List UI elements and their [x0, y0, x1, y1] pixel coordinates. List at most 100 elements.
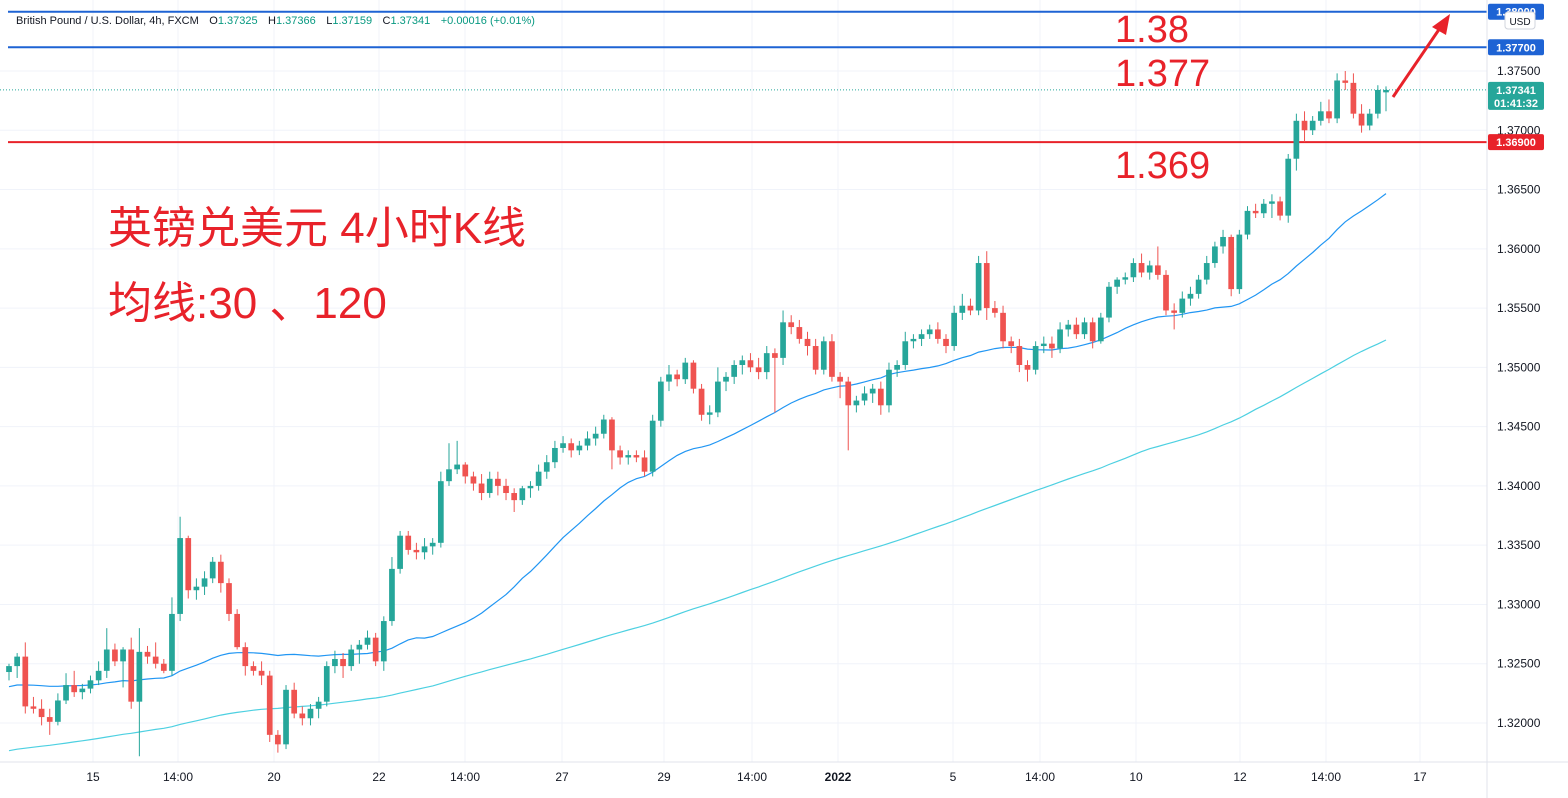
candle	[1212, 241, 1218, 268]
candle	[226, 578, 232, 622]
candle	[495, 471, 501, 496]
candle	[625, 450, 632, 465]
candle	[30, 696, 37, 714]
y-tick-label: 1.36000	[1497, 242, 1541, 256]
candle	[690, 360, 697, 394]
annotations: 1.38 1.377 1.369 英镑兑美元 4小时K线 均线:30 、120	[108, 9, 1450, 328]
candle	[299, 706, 306, 726]
candle	[869, 383, 876, 403]
x-tick-label: 10	[1129, 770, 1143, 784]
annotation-level-low: 1.369	[1115, 145, 1210, 187]
candle	[1138, 253, 1145, 278]
candle	[1220, 229, 1226, 254]
candle	[739, 355, 746, 375]
candle	[429, 538, 436, 555]
horizontal-levels[interactable]	[0, 10, 1487, 144]
candle	[706, 405, 713, 425]
candle	[992, 300, 998, 318]
candle	[356, 640, 363, 664]
annotation-level-mid: 1.377	[1115, 53, 1210, 95]
currency-badge[interactable]: USD	[1504, 11, 1536, 30]
candle	[486, 471, 493, 498]
last-price-tag	[1488, 81, 1544, 110]
annotation-subtitle: 均线:30 、120	[108, 279, 387, 328]
candle	[291, 682, 298, 719]
legend-low-label: L	[326, 15, 332, 27]
candle	[576, 440, 583, 456]
candle	[421, 538, 428, 560]
candle	[1081, 317, 1088, 339]
x-tick-label: 2022	[825, 770, 852, 784]
candle	[1366, 108, 1373, 131]
candle	[698, 383, 705, 421]
candle	[95, 661, 102, 686]
candle	[462, 462, 469, 484]
candle	[796, 319, 803, 344]
candle	[894, 360, 900, 377]
candle	[136, 628, 143, 757]
candle	[1317, 101, 1324, 126]
candle	[1171, 303, 1178, 330]
annotation-title: 英镑兑美元 4小时K线	[108, 204, 526, 253]
candle	[1269, 194, 1275, 218]
candle	[470, 471, 477, 491]
ohlc-legend: British Pound / U.S. Dollar, 4h, FXCM O1…	[16, 15, 535, 27]
candle	[1203, 255, 1210, 285]
level-tag	[1488, 39, 1544, 56]
candlesticks	[6, 71, 1389, 757]
candle	[266, 670, 273, 742]
time-axis[interactable]: 15 14:00 20 22 14:00 27 29 14:00 2022 5 14:00 10 12 1…	[86, 770, 1427, 784]
candle	[1114, 277, 1120, 294]
candle	[788, 315, 795, 335]
candle	[169, 597, 175, 676]
candle	[1146, 260, 1153, 280]
x-tick-label: 14:00	[450, 770, 480, 784]
candle	[902, 331, 909, 370]
candle	[446, 443, 452, 486]
candle	[682, 357, 689, 384]
candle	[1008, 336, 1015, 354]
y-tick-label: 1.32000	[1497, 716, 1541, 730]
candle	[283, 685, 289, 750]
candle	[560, 436, 566, 453]
x-tick-label: 12	[1233, 770, 1247, 784]
candle	[845, 376, 852, 451]
price-axis[interactable]: 1.32000 1.32500 1.33000 1.33500 1.34000 1.345…	[1497, 64, 1541, 730]
candle	[1326, 99, 1332, 124]
candle	[1236, 229, 1243, 294]
candle	[1358, 104, 1365, 133]
candle	[1040, 336, 1047, 354]
candle	[234, 609, 240, 650]
candle	[217, 554, 224, 593]
candle	[755, 357, 762, 380]
chart-grid	[0, 0, 1487, 762]
level-tag-label: 1.37700	[1496, 42, 1536, 54]
annotation-level-high: 1.38	[1115, 9, 1189, 51]
candle	[112, 643, 118, 667]
x-tick-label: 15	[86, 770, 100, 784]
x-tick-label: 22	[372, 770, 386, 784]
candle	[1309, 116, 1316, 136]
candle	[552, 440, 558, 469]
candle	[861, 386, 868, 406]
candle	[910, 334, 917, 349]
candle	[1244, 206, 1251, 240]
x-tick-label: 14:00	[1025, 770, 1055, 784]
candle	[1375, 85, 1381, 119]
candle	[829, 334, 835, 382]
candle	[1073, 317, 1080, 339]
candle	[437, 471, 444, 548]
candle	[1016, 338, 1023, 373]
candle	[87, 675, 94, 694]
candle	[332, 650, 338, 674]
x-tick-label: 20	[267, 770, 281, 784]
candle	[723, 372, 729, 392]
y-tick-label: 1.35000	[1497, 360, 1541, 374]
candle	[886, 362, 892, 413]
y-tick-label: 1.37500	[1497, 64, 1541, 78]
legend-open: 1.37325	[218, 15, 258, 27]
moving-averages	[8, 193, 1387, 752]
candle	[185, 535, 192, 599]
candle	[71, 670, 78, 697]
